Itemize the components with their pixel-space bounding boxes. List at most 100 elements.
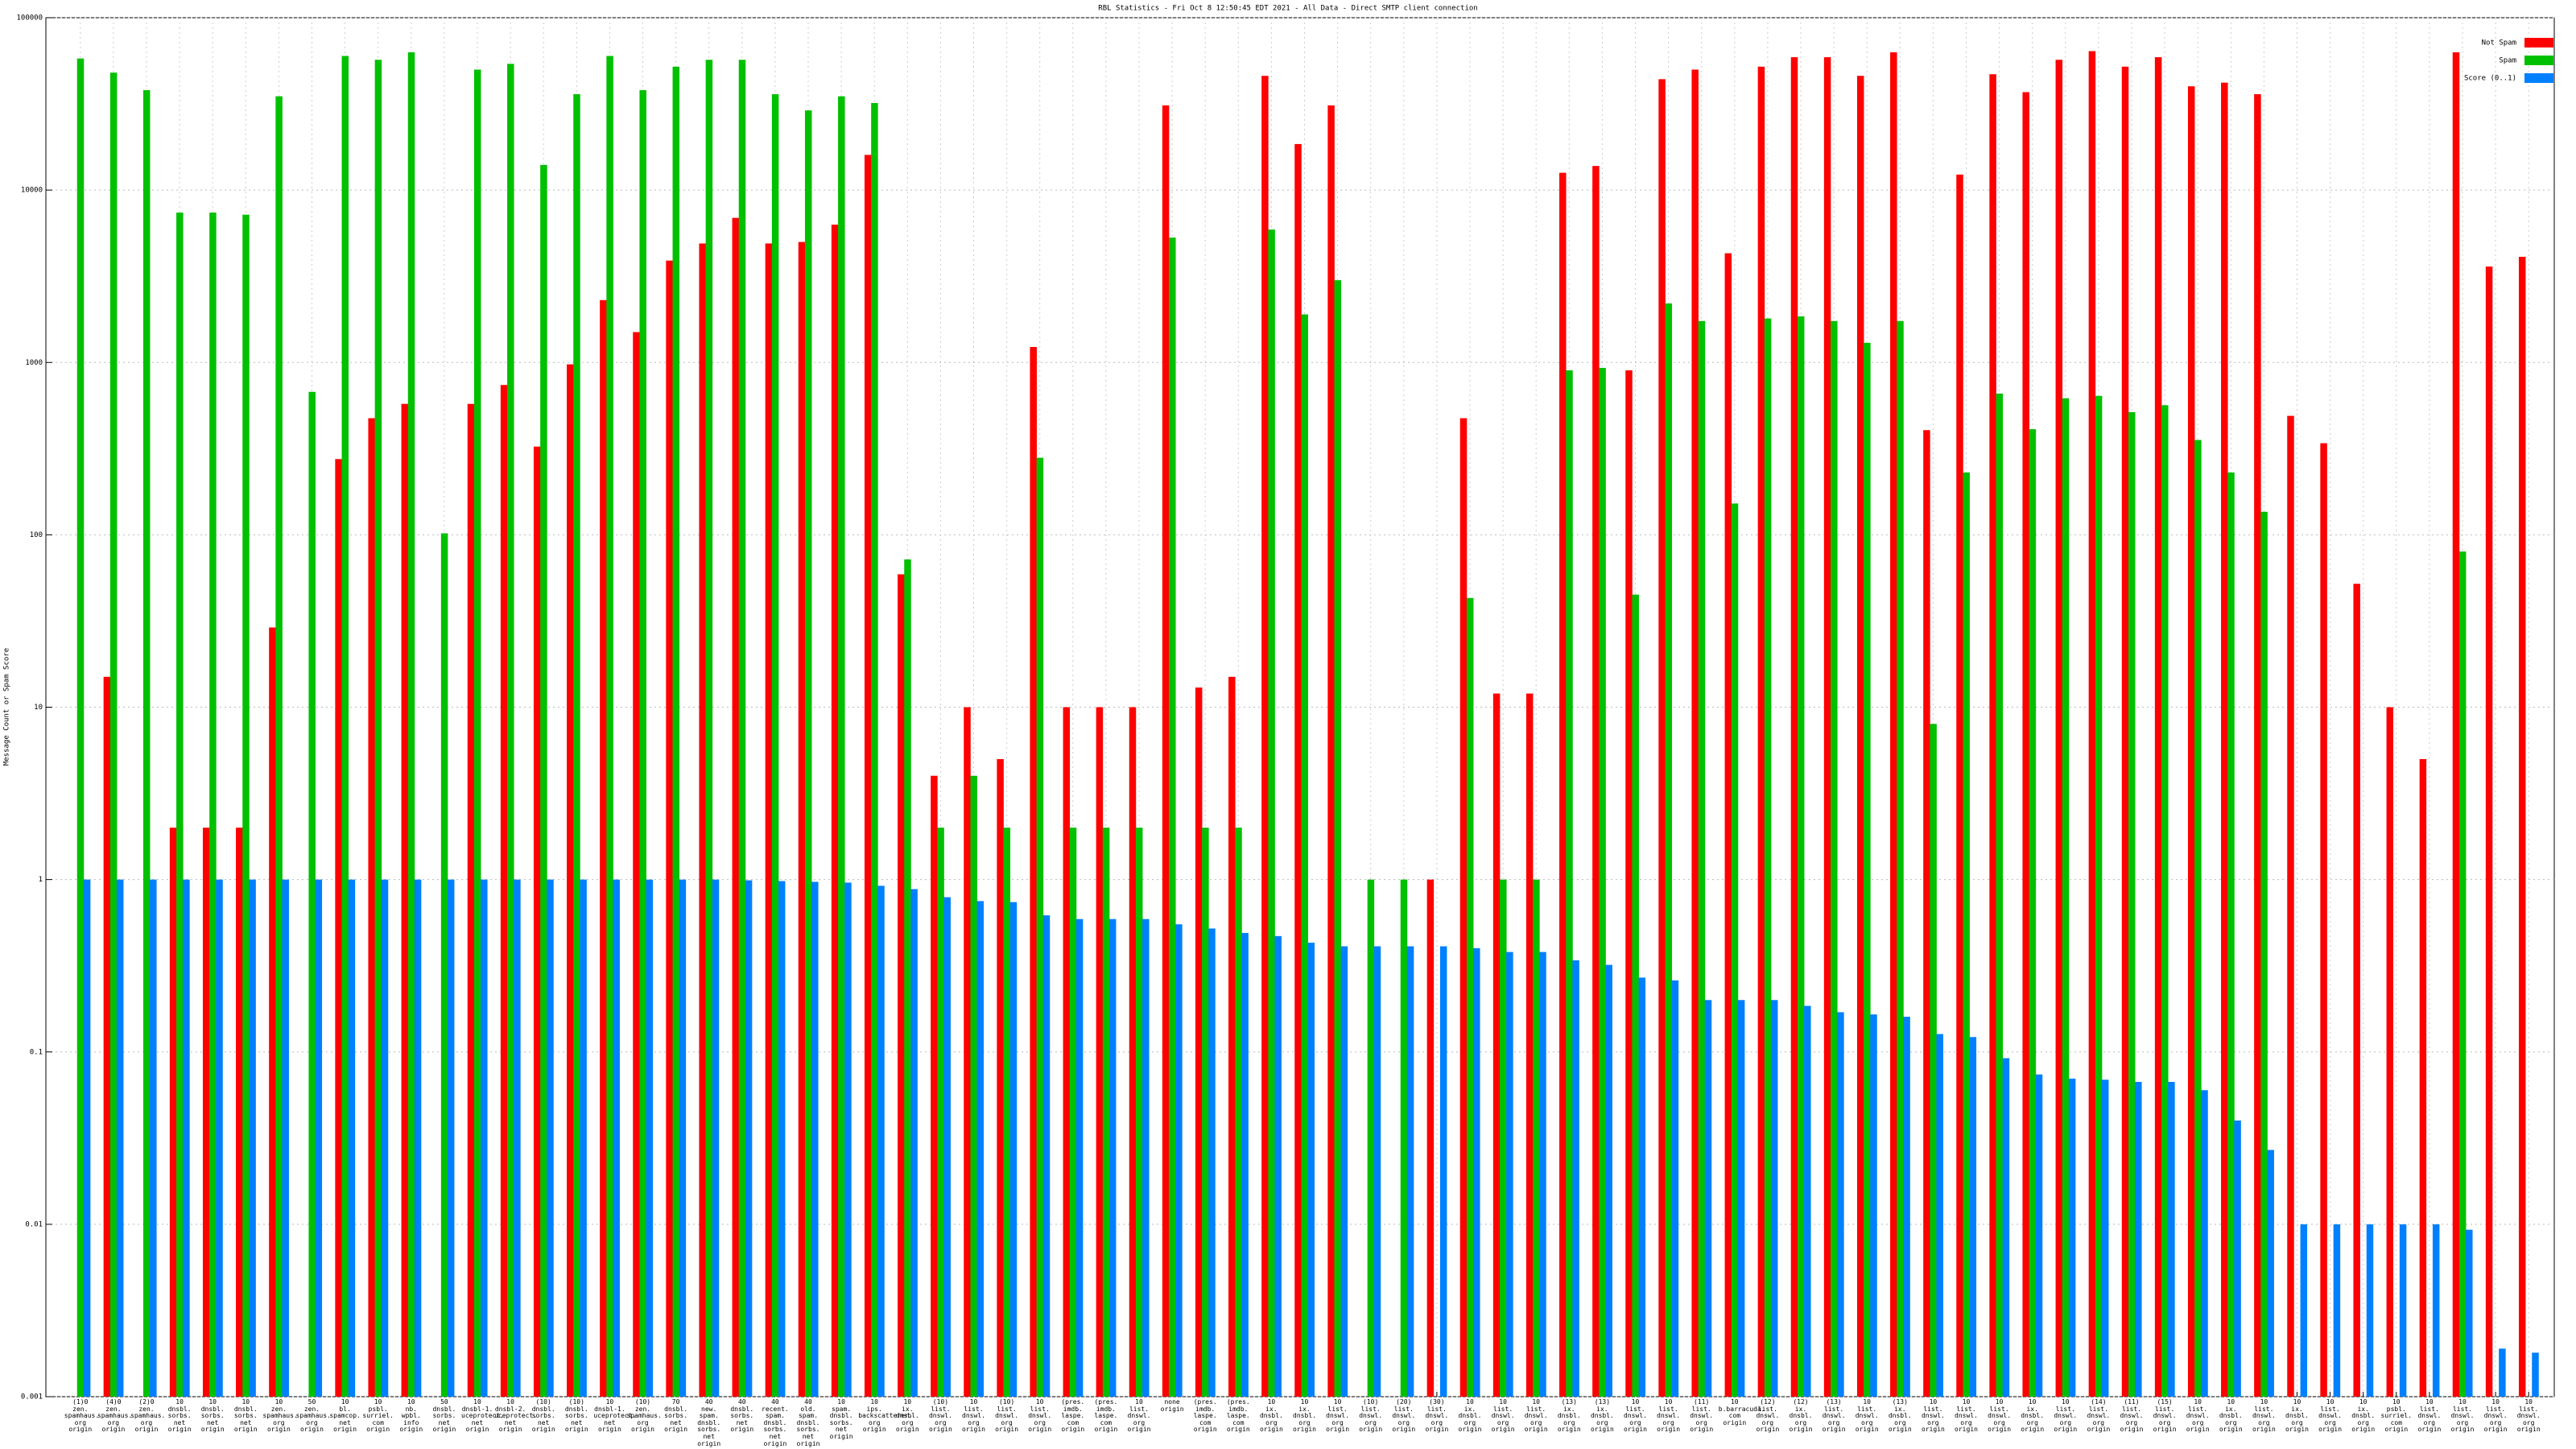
bar: [1373, 946, 1381, 1397]
bar: [1764, 318, 1772, 1397]
bar: [1175, 924, 1183, 1397]
x-tick-label: 10 list. dnswl. org origin: [1491, 1398, 1515, 1434]
bar: [374, 60, 382, 1397]
bar: [1426, 879, 1435, 1397]
legend-swatch: [2524, 38, 2553, 47]
x-tick-label: 10 zen. spamhaus. org origin: [262, 1398, 298, 1434]
bar: [964, 707, 971, 1397]
bar: [1036, 457, 1044, 1397]
bar: [514, 879, 521, 1397]
bar: [1989, 74, 1996, 1397]
x-tick-label: 10 dnsbl-1. uceprotect. net origin: [593, 1398, 637, 1434]
bar: [937, 828, 944, 1397]
bar: [242, 214, 250, 1397]
bar: [2399, 1224, 2407, 1397]
bar: [2432, 1224, 2440, 1397]
bar: [2260, 511, 2268, 1397]
bar: [672, 66, 680, 1397]
bar: [2055, 60, 2063, 1397]
bar: [1268, 229, 1275, 1397]
y-tick-label: 1000: [25, 359, 43, 367]
x-tick-label: 10 list. dnswl. org origin: [2186, 1398, 2210, 1434]
x-tick-label: 10 ix. dnsbl. org origin: [1259, 1398, 1283, 1434]
x-tick-label: 10 ix. dnsbl. org origin: [1458, 1398, 1482, 1434]
bar: [1658, 79, 1666, 1397]
bar: [414, 879, 422, 1397]
x-tick-label: 10 list. dnswl. org origin: [1524, 1398, 1548, 1434]
bar: [898, 574, 905, 1397]
bar: [1837, 1012, 1844, 1397]
bar: [1261, 76, 1269, 1397]
bar: [1009, 902, 1018, 1397]
x-tick-label: (30) list. dnswl. org origin: [1425, 1398, 1449, 1434]
bar: [1539, 952, 1546, 1397]
x-tick-label: 10 bl. spamcop. net origin: [329, 1398, 361, 1434]
bar: [183, 879, 190, 1397]
bar: [1903, 1017, 1910, 1397]
bar: [1996, 393, 2004, 1397]
chart-title: RBL Statistics - Fri Oct 8 12:50:45 EDT …: [1098, 5, 1477, 13]
bar: [1559, 172, 1567, 1397]
bar: [2154, 57, 2162, 1397]
bar: [202, 828, 210, 1397]
bar: [2366, 1224, 2374, 1397]
bar: [407, 52, 415, 1397]
x-tick-label: (13) ix. dnsbl. org origin: [1888, 1398, 1912, 1434]
bar: [176, 213, 184, 1397]
bar: [1063, 707, 1071, 1397]
x-tick-label: 10 ix. dnsbl. org origin: [895, 1398, 919, 1434]
x-tick-label: 10 nb. wpbl. info origin: [399, 1398, 423, 1434]
bar: [1731, 503, 1739, 1397]
bar: [2518, 257, 2526, 1397]
x-tick-label: (pres. imdb. laspe. com origin: [1094, 1398, 1118, 1434]
bar: [765, 243, 773, 1397]
bar: [1804, 1005, 1811, 1397]
bar: [1956, 174, 1963, 1397]
y-tick-label: 0.1: [30, 1048, 43, 1056]
bar: [1102, 828, 1110, 1397]
bar: [580, 879, 587, 1397]
bar: [1856, 76, 1864, 1397]
bar: [613, 879, 620, 1397]
bar: [1897, 320, 1904, 1397]
x-tick-label: (11) list. dnswl. org origin: [1690, 1398, 1714, 1434]
bar: [699, 243, 706, 1397]
y-tick-label: 10000: [21, 187, 43, 195]
bar: [308, 391, 316, 1397]
bar: [1625, 370, 1633, 1397]
x-tick-label: (12) list. dnswl. org origin: [1756, 1398, 1780, 1434]
bar: [1241, 932, 1249, 1397]
bar: [1492, 693, 1501, 1397]
bar: [216, 879, 223, 1397]
x-tick-label: (11) list. dnswl. org origin: [2120, 1398, 2144, 1434]
x-tick-label: (pres. imdb. laspe. com origin: [1061, 1398, 1085, 1434]
bar: [1473, 947, 1480, 1397]
y-tick-label: 100: [30, 531, 43, 539]
bar: [1042, 915, 1051, 1397]
bar: [2022, 92, 2029, 1397]
bar: [646, 879, 654, 1397]
x-tick-label: (2)0 zen. spamhaus. org origin: [130, 1398, 166, 1434]
bar: [447, 879, 455, 1397]
bar: [540, 164, 547, 1397]
bar: [481, 879, 488, 1397]
x-tick-label: 10 psbl. surriel. com origin: [362, 1398, 394, 1434]
x-tick-label: 10 list. dnswl. org origin: [1326, 1398, 1350, 1434]
bar: [2068, 1078, 2076, 1397]
x-tick-label: 10 list. dnswl. org origin: [1988, 1398, 2012, 1434]
bar: [745, 880, 753, 1397]
bar: [1698, 320, 1706, 1397]
bar: [1737, 1000, 1745, 1397]
bar: [2532, 1352, 2539, 1397]
x-tick-label: 40 dnsbl. sorbs. net origin: [730, 1398, 754, 1434]
legend-label: Score (0..1): [2464, 75, 2516, 83]
bar: [2062, 398, 2070, 1397]
bar: [1075, 919, 1084, 1397]
bar: [2029, 429, 2037, 1397]
bar: [500, 385, 508, 1397]
bar: [738, 60, 746, 1397]
bar: [2168, 1081, 2175, 1397]
bar: [1691, 69, 1699, 1397]
x-tick-label: 10 list. dnswl. org origin: [2054, 1398, 2078, 1434]
bar: [2287, 415, 2294, 1397]
